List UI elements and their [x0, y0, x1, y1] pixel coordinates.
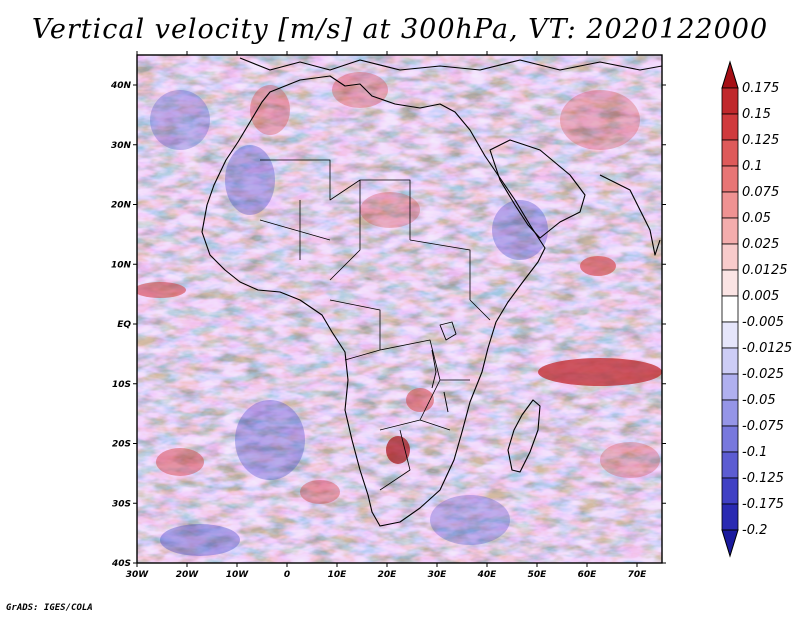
colorbar-label: 0.1: [742, 159, 763, 174]
lon-label: 60E: [578, 570, 598, 580]
lake-tanganyika: [431, 349, 437, 389]
colorbar-bin: [721, 139, 739, 167]
colorbar-bin: [721, 87, 739, 115]
lat-label: 30N: [111, 141, 132, 151]
colorbar-bin: [721, 373, 739, 401]
colorbar-label: -0.125: [742, 471, 784, 486]
colorbar-label: 0.005: [742, 289, 779, 304]
lon-label: 70E: [628, 570, 648, 580]
colorbar-bin: [721, 217, 739, 245]
lon-label: 10W: [226, 570, 250, 580]
lat-label: 40S: [111, 559, 131, 569]
colorbar-label: -0.005: [742, 315, 784, 330]
map-title: Vertical velocity [m/s] at 300hPa, VT: 2…: [31, 14, 769, 45]
lat-label: 10S: [112, 380, 131, 390]
colorbar-bin: [721, 269, 739, 297]
colorbar-bin: [721, 243, 739, 271]
colorbar-label: 0.0125: [742, 263, 788, 278]
colorbar-top-arrow: [721, 60, 739, 89]
border-lines: [259, 159, 491, 491]
africa-coastline: [201, 75, 546, 527]
map-frame: [136, 54, 663, 564]
lake-victoria: [439, 321, 457, 341]
colorbar-label: 0.025: [742, 237, 779, 252]
colorbar-bottom-arrow: [721, 529, 739, 558]
colorbar-label: -0.0125: [742, 341, 792, 356]
colorbar-bin: [721, 425, 739, 453]
colorbar-label: 0.075: [742, 185, 779, 200]
india-coastline: [599, 174, 661, 256]
lon-label: 30E: [428, 570, 448, 580]
colorbar-label: -0.075: [742, 419, 784, 434]
latitude-axis: 40N 30N 20N 10N EQ 10S 20S 30S 40S: [110, 81, 666, 569]
arabian-coastline: [489, 139, 586, 239]
colorbar-label: 0.175: [742, 81, 779, 96]
lat-label: EQ: [117, 320, 131, 330]
lon-label: 10E: [328, 570, 348, 580]
field-plot: [137, 55, 662, 563]
colorbar-bin: [721, 321, 739, 349]
colorbar-bin: [721, 191, 739, 219]
colorbar-label: 0.15: [742, 107, 771, 122]
lon-label: 30W: [126, 570, 150, 580]
colorbar: 0.175 0.15 0.125 0.1 0.075 0.05 0.025 0.0125 0.0…: [721, 60, 792, 558]
colorbar-bin: [721, 165, 739, 193]
lon-label: 0: [284, 570, 290, 580]
lake-malawi: [443, 391, 449, 413]
colorbar-bin: [721, 451, 739, 479]
colorbar-bin: [721, 503, 739, 531]
downdraft-regions: [150, 90, 548, 556]
lon-label: 20E: [378, 570, 398, 580]
colorbar-label: 0.05: [742, 211, 771, 226]
colorbar-bin: [721, 347, 739, 375]
lat-label: 10N: [111, 260, 132, 270]
colorbar-label: -0.05: [742, 393, 776, 408]
madagascar-coastline: [507, 399, 541, 473]
colorbar-label: -0.2: [742, 523, 767, 538]
updraft-regions: [137, 72, 662, 504]
colorbar-label: -0.1: [742, 445, 767, 460]
lat-label: 40N: [110, 81, 132, 91]
colorbar-label: 0.125: [742, 133, 779, 148]
colorbar-bin: [721, 295, 739, 323]
lat-label: 20N: [111, 201, 132, 211]
grads-credit: GrADS: IGES/COLA: [6, 603, 93, 613]
colorbar-label: -0.025: [742, 367, 784, 382]
lon-label: 20W: [176, 570, 200, 580]
colorbar-label: -0.175: [742, 497, 784, 512]
colorbar-bin: [721, 113, 739, 141]
colorbar-bin: [721, 477, 739, 505]
europe-coastline: [239, 57, 662, 71]
longitude-axis: 30W 20W 10W 0 10E 20E 30E 40E 50E 60E 70E: [126, 51, 647, 580]
lat-label: 30S: [112, 499, 131, 509]
coastlines-and-borders: [201, 57, 662, 527]
lon-label: 40E: [477, 570, 498, 580]
lat-label: 20S: [112, 440, 131, 450]
colorbar-bin: [721, 399, 739, 427]
lon-label: 50E: [528, 570, 548, 580]
